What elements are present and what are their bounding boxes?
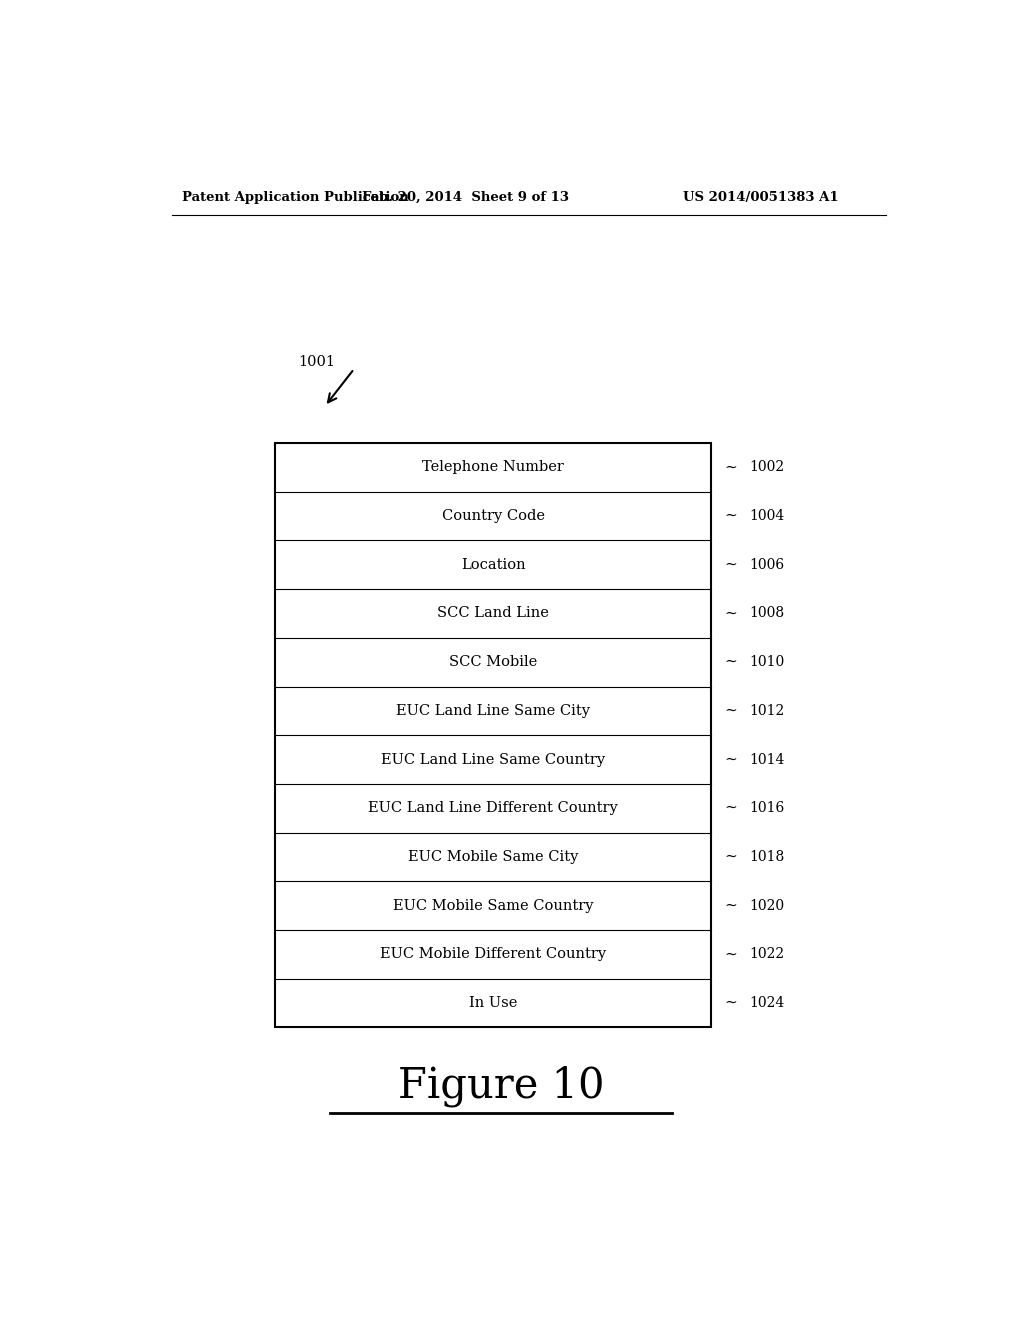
Text: Figure 10: Figure 10 [397, 1065, 604, 1107]
Text: ∼: ∼ [725, 606, 737, 620]
Text: 1006: 1006 [750, 558, 784, 572]
Text: 1002: 1002 [750, 461, 784, 474]
Text: In Use: In Use [469, 997, 517, 1010]
Text: ∼: ∼ [725, 704, 737, 718]
Text: EUC Mobile Same Country: EUC Mobile Same Country [393, 899, 593, 912]
Text: Telephone Number: Telephone Number [422, 461, 564, 474]
Text: ∼: ∼ [725, 948, 737, 961]
Text: 1012: 1012 [750, 704, 784, 718]
Text: Feb. 20, 2014  Sheet 9 of 13: Feb. 20, 2014 Sheet 9 of 13 [361, 191, 568, 205]
Text: EUC Mobile Different Country: EUC Mobile Different Country [380, 948, 606, 961]
Text: ∼: ∼ [725, 997, 737, 1010]
Text: 1008: 1008 [750, 606, 784, 620]
Text: EUC Mobile Same City: EUC Mobile Same City [408, 850, 579, 865]
Text: 1018: 1018 [750, 850, 784, 865]
Text: ∼: ∼ [725, 655, 737, 669]
Text: 1010: 1010 [750, 655, 784, 669]
Text: 1004: 1004 [750, 510, 784, 523]
Text: ∼: ∼ [725, 461, 737, 474]
Text: 1024: 1024 [750, 997, 784, 1010]
Text: SCC Mobile: SCC Mobile [449, 655, 538, 669]
Text: Location: Location [461, 558, 525, 572]
Text: 1014: 1014 [750, 752, 784, 767]
Text: 1022: 1022 [750, 948, 784, 961]
Bar [274, 444, 712, 1027]
Text: 1001: 1001 [299, 355, 336, 368]
Text: 1020: 1020 [750, 899, 784, 912]
Text: EUC Land Line Same Country: EUC Land Line Same Country [381, 752, 605, 767]
Text: ∼: ∼ [725, 850, 737, 865]
Text: Country Code: Country Code [441, 510, 545, 523]
Text: ∼: ∼ [725, 801, 737, 816]
Text: ∼: ∼ [725, 510, 737, 523]
Text: ∼: ∼ [725, 752, 737, 767]
Text: EUC Land Line Same City: EUC Land Line Same City [396, 704, 590, 718]
Text: US 2014/0051383 A1: US 2014/0051383 A1 [683, 191, 839, 205]
Text: ∼: ∼ [725, 899, 737, 912]
Text: ∼: ∼ [725, 558, 737, 572]
Text: SCC Land Line: SCC Land Line [437, 606, 549, 620]
Text: EUC Land Line Different Country: EUC Land Line Different Country [369, 801, 617, 816]
Text: Patent Application Publication: Patent Application Publication [182, 191, 409, 205]
Text: 1016: 1016 [750, 801, 784, 816]
